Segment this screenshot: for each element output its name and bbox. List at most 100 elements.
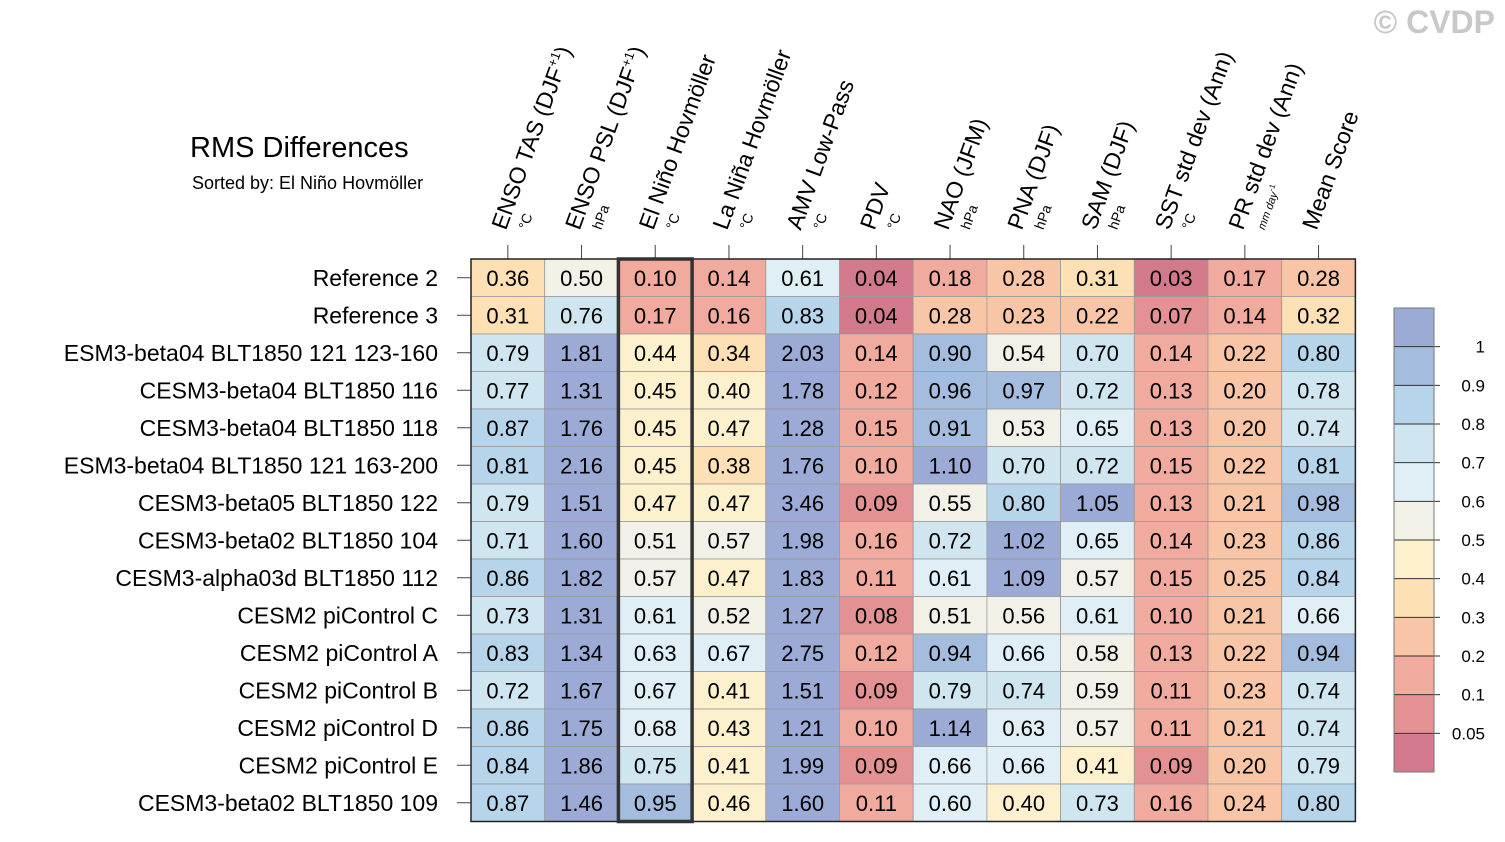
column-label: SAM (DJF) bbox=[1076, 117, 1139, 233]
heatmap-cell-12-10 bbox=[1133, 671, 1209, 710]
heatmap-cell-5-10 bbox=[1133, 408, 1209, 447]
cell-value-1-12: 0.28 bbox=[1297, 266, 1340, 291]
column-label: ENSO PSL (DJF+1) bbox=[560, 43, 650, 233]
cell-value-2-1: 0.31 bbox=[486, 303, 529, 328]
heatmap-cell-5-8 bbox=[986, 408, 1062, 447]
heatmap-cell-14-4 bbox=[691, 746, 767, 785]
cell-value-12-3: 0.67 bbox=[634, 678, 677, 703]
row-label-cesm2-picontrol-c: CESM2 piControl C bbox=[237, 602, 438, 628]
cell-value-14-10: 0.09 bbox=[1150, 753, 1193, 778]
cell-value-4-4: 0.40 bbox=[708, 378, 751, 403]
heatmap-cell-9-10 bbox=[1133, 558, 1209, 597]
cell-value-6-10: 0.15 bbox=[1150, 453, 1193, 478]
cell-value-14-4: 0.41 bbox=[708, 753, 751, 778]
cell-value-9-11: 0.25 bbox=[1223, 566, 1266, 591]
heatmap-cell-11-11 bbox=[1207, 633, 1283, 672]
cell-value-10-7: 0.51 bbox=[929, 603, 972, 628]
cell-value-4-6: 0.12 bbox=[855, 378, 898, 403]
heatmap-cell-9-8 bbox=[986, 558, 1062, 597]
heatmap-cell-10-11 bbox=[1207, 596, 1283, 635]
heatmap-cell-2-6 bbox=[839, 296, 914, 335]
cell-value-4-1: 0.77 bbox=[486, 378, 529, 403]
colorbar-swatch-11 bbox=[1394, 346, 1434, 386]
cell-value-8-10: 0.14 bbox=[1150, 528, 1193, 553]
colorbar-label: 0.9 bbox=[1461, 376, 1485, 395]
column-label: AMV Low-Pass bbox=[781, 76, 859, 233]
cell-value-9-8: 1.09 bbox=[1002, 566, 1045, 591]
cell-value-11-4: 0.67 bbox=[708, 641, 751, 666]
cell-value-11-11: 0.22 bbox=[1223, 641, 1266, 666]
cell-value-12-5: 1.51 bbox=[781, 678, 824, 703]
cell-value-14-11: 0.20 bbox=[1223, 753, 1266, 778]
cell-value-12-4: 0.41 bbox=[708, 678, 751, 703]
heatmap-cell-12-1 bbox=[470, 671, 546, 710]
heatmap-cell-13-2 bbox=[544, 708, 619, 747]
column-header-mean-score: Mean Score bbox=[1297, 107, 1364, 232]
heatmap-cells: 0.36 0.50 0.10 0.14 0.61 0.04 0.18 0.28 0.31 0.03… bbox=[470, 257, 1357, 824]
row-label-reference-2: Reference 2 bbox=[313, 265, 438, 291]
cell-value-13-9: 0.57 bbox=[1076, 716, 1119, 741]
heatmap-cell-2-3 bbox=[618, 296, 693, 335]
cell-value-2-6: 0.04 bbox=[855, 303, 898, 328]
column-label: El Niño Hovmöller bbox=[634, 51, 721, 233]
cell-value-2-5: 0.83 bbox=[781, 303, 824, 328]
cell-value-3-4: 0.34 bbox=[708, 341, 751, 366]
cell-value-8-4: 0.57 bbox=[708, 528, 751, 553]
column-unit: °C bbox=[810, 211, 830, 231]
cell-value-9-6: 0.11 bbox=[856, 566, 897, 591]
cell-value-11-6: 0.12 bbox=[855, 641, 898, 666]
cell-value-3-11: 0.22 bbox=[1223, 341, 1266, 366]
colorbar-label: 0.6 bbox=[1461, 492, 1485, 511]
cell-value-3-12: 0.80 bbox=[1297, 341, 1340, 366]
chart-title: RMS Differences bbox=[190, 132, 409, 164]
cell-value-3-8: 0.54 bbox=[1002, 341, 1045, 366]
heatmap-cell-6-2 bbox=[544, 446, 619, 485]
cell-value-9-2: 1.82 bbox=[560, 566, 603, 591]
heatmap-cell-7-10 bbox=[1133, 483, 1209, 522]
cell-value-1-11: 0.17 bbox=[1223, 266, 1266, 291]
heatmap-cell-11-9 bbox=[1060, 633, 1135, 672]
heatmap-cell-11-8 bbox=[986, 633, 1062, 672]
heatmap-cell-12-7 bbox=[912, 671, 988, 710]
heatmap-cell-1-10 bbox=[1133, 258, 1209, 297]
cell-value-9-1: 0.86 bbox=[486, 566, 529, 591]
cell-value-2-7: 0.28 bbox=[929, 303, 972, 328]
cell-value-10-3: 0.61 bbox=[634, 603, 677, 628]
heatmap-cell-1-8 bbox=[986, 258, 1062, 297]
cell-value-4-9: 0.72 bbox=[1076, 378, 1119, 403]
cell-value-8-5: 1.98 bbox=[781, 528, 824, 553]
heatmap-cell-1-1 bbox=[470, 258, 546, 297]
cell-value-15-4: 0.46 bbox=[708, 791, 751, 816]
column-unit: °C bbox=[1178, 211, 1198, 231]
cell-value-9-9: 0.57 bbox=[1076, 566, 1119, 591]
cell-value-10-4: 0.52 bbox=[708, 603, 751, 628]
heatmap-cell-14-9 bbox=[1060, 746, 1135, 785]
heatmap-cell-12-4 bbox=[691, 671, 767, 710]
cell-value-15-3: 0.95 bbox=[634, 791, 677, 816]
heatmap-cell-13-12 bbox=[1281, 708, 1356, 747]
colorbar-swatch-12 bbox=[1394, 308, 1434, 347]
column-label: Mean Score bbox=[1297, 107, 1364, 232]
heatmap-cell-9-2 bbox=[544, 558, 619, 597]
heatmap-cell-13-8 bbox=[986, 708, 1062, 747]
cell-value-1-7: 0.18 bbox=[929, 266, 972, 291]
heatmap-cell-6-9 bbox=[1060, 446, 1135, 485]
cell-value-10-10: 0.10 bbox=[1150, 603, 1193, 628]
cell-value-5-8: 0.53 bbox=[1002, 416, 1045, 441]
row-label-cesm3-beta04-blt1850-116: CESM3-beta04 BLT1850 116 bbox=[140, 377, 438, 403]
heatmap-cell-6-7 bbox=[912, 446, 988, 485]
cell-value-12-2: 1.67 bbox=[560, 678, 603, 703]
cell-value-5-12: 0.74 bbox=[1297, 416, 1340, 441]
cell-value-13-7: 1.14 bbox=[929, 716, 972, 741]
row-label-cesm3-beta02-blt1850-109: CESM3-beta02 BLT1850 109 bbox=[138, 790, 438, 816]
cell-value-9-12: 0.84 bbox=[1297, 566, 1340, 591]
cell-value-10-5: 1.27 bbox=[781, 603, 824, 628]
colorbar-swatch-6 bbox=[1394, 540, 1434, 579]
cell-value-10-11: 0.21 bbox=[1223, 603, 1266, 628]
cell-value-14-6: 0.09 bbox=[855, 753, 898, 778]
heatmap-cell-13-7 bbox=[912, 708, 988, 747]
row-label-cesm2-picontrol-b: CESM2 piControl B bbox=[239, 677, 438, 703]
cell-value-1-10: 0.03 bbox=[1150, 266, 1193, 291]
heatmap-cell-5-1 bbox=[470, 408, 546, 447]
